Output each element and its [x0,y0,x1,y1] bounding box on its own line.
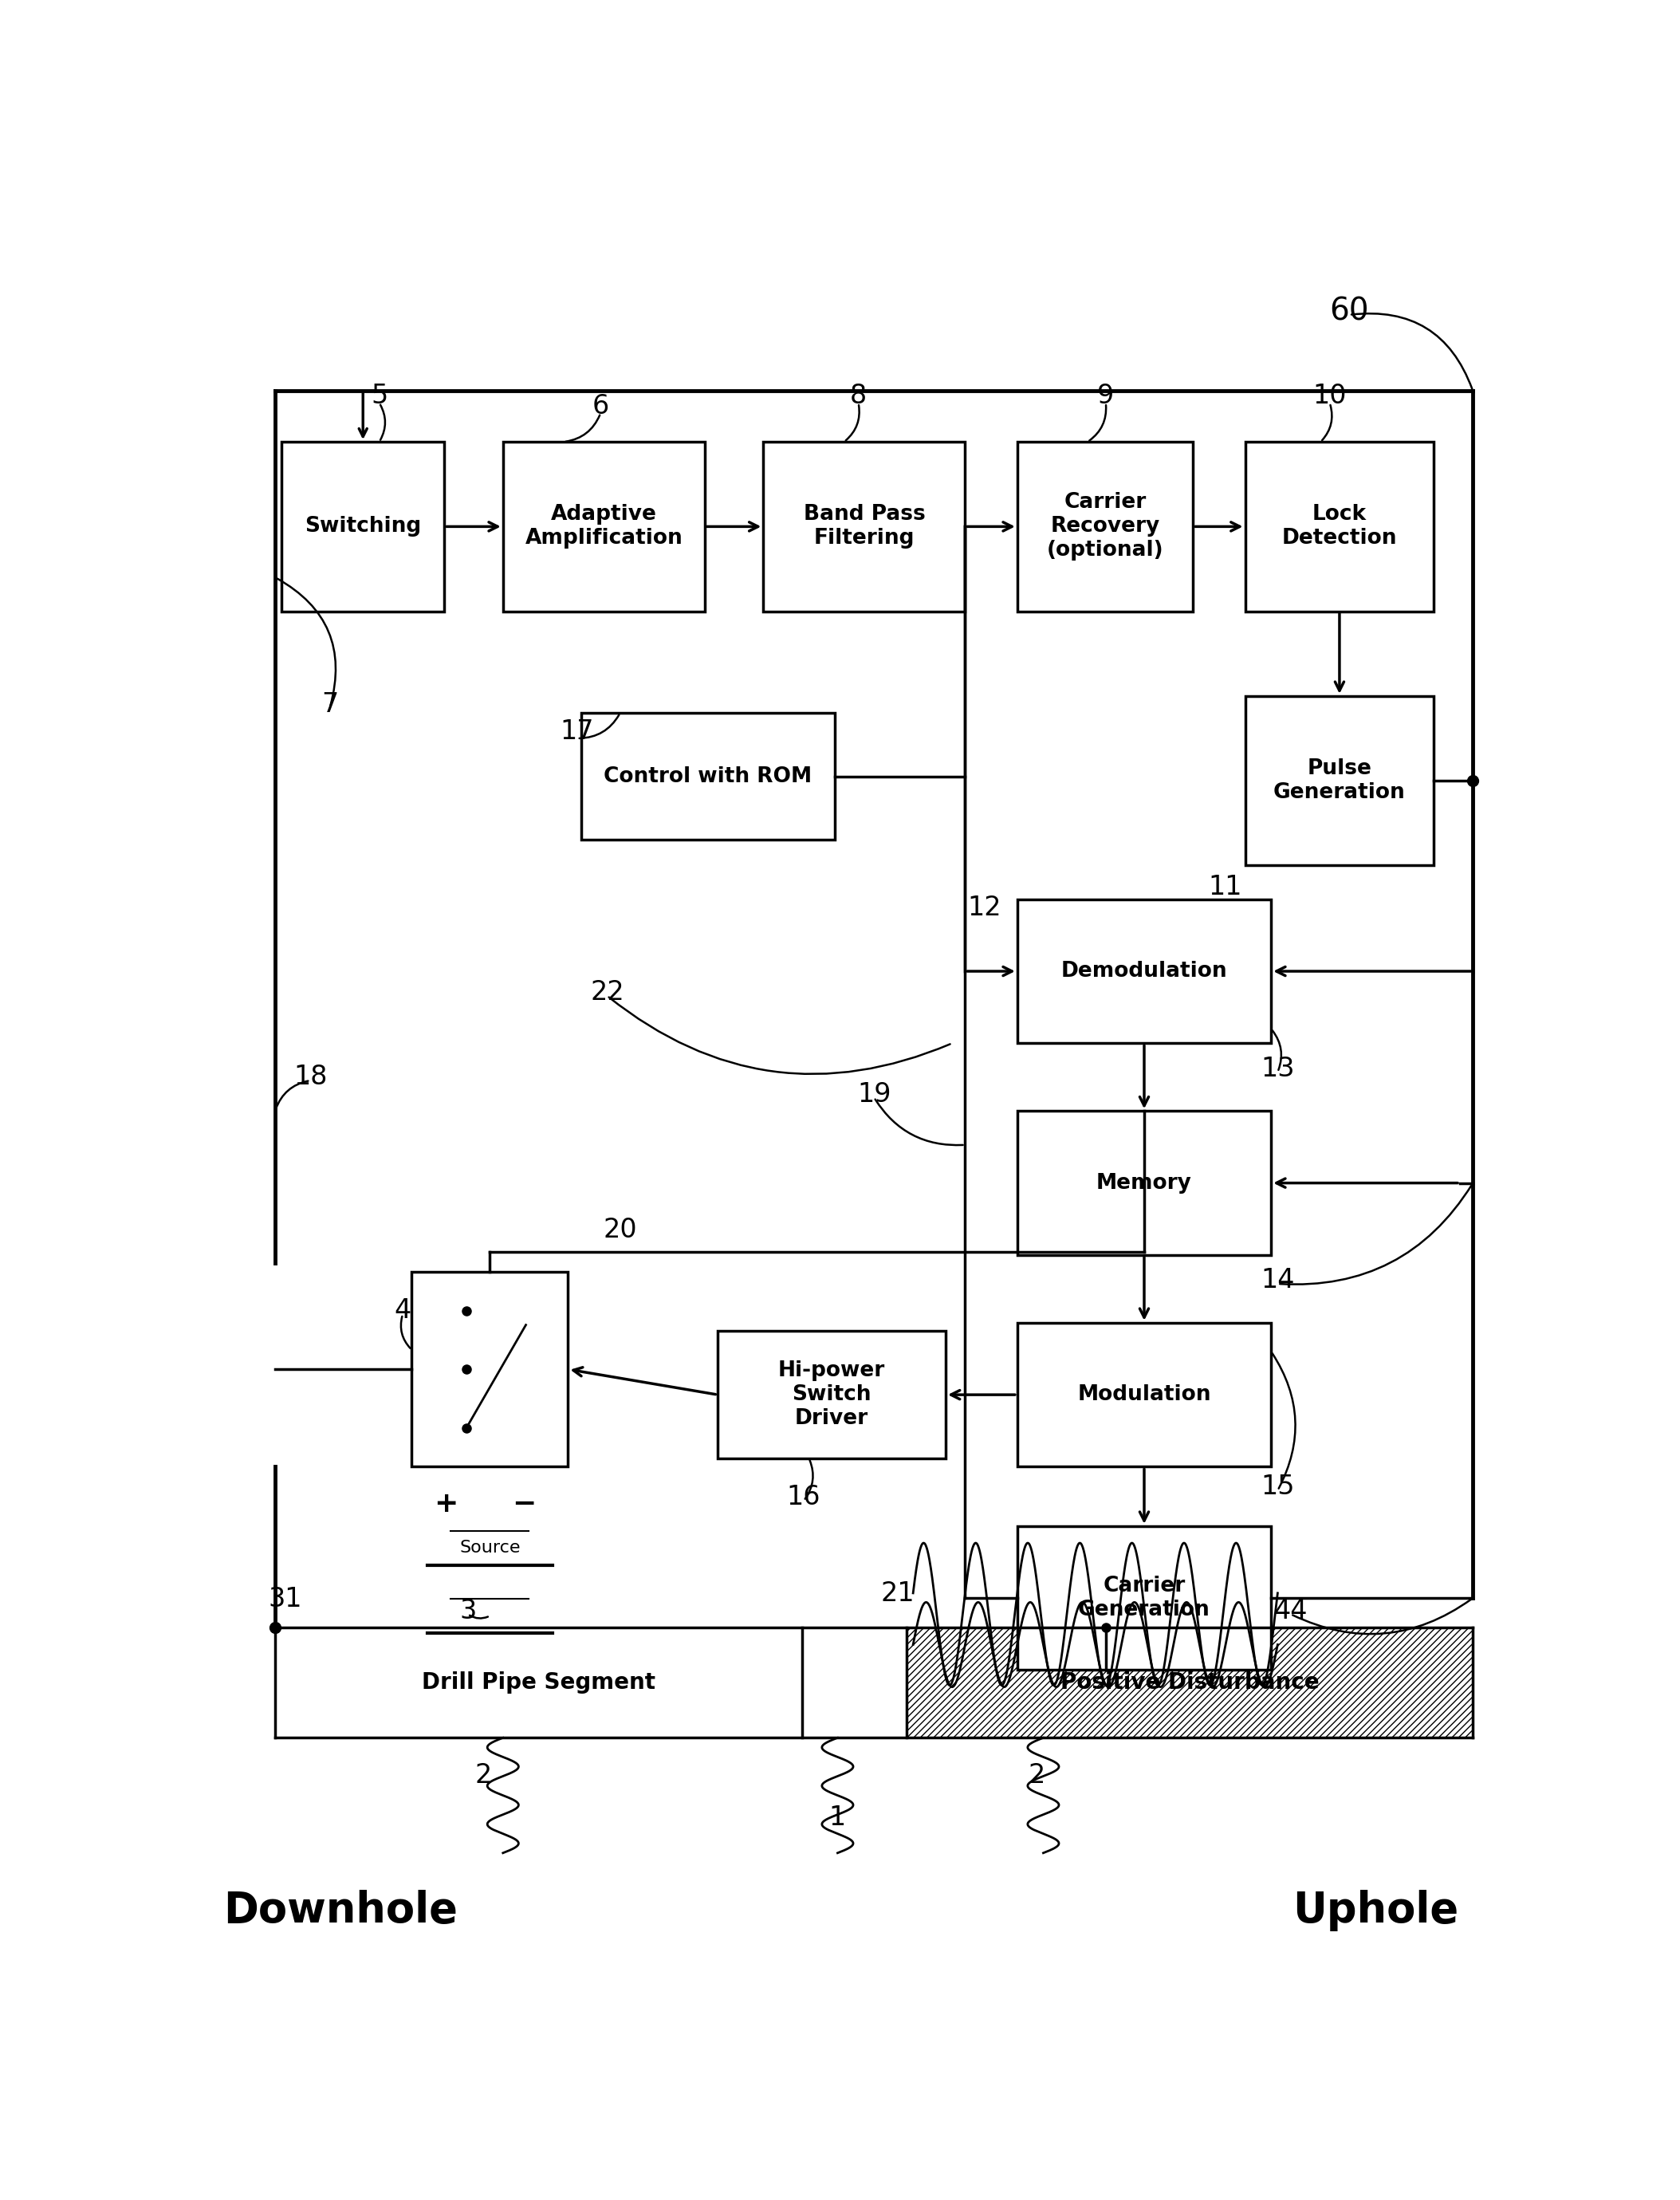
Text: 5: 5 [371,383,388,409]
Text: Adaptive
Amplification: Adaptive Amplification [526,504,682,548]
Text: 17: 17 [559,719,595,746]
Text: 18: 18 [294,1065,328,1091]
Text: 21: 21 [880,1580,914,1606]
Text: 44: 44 [1273,1597,1307,1624]
Text: 20: 20 [603,1217,637,1243]
Text: 10: 10 [1312,383,1347,409]
Text: Band Pass
Filtering: Band Pass Filtering [803,504,926,548]
Text: Memory: Memory [1097,1173,1193,1192]
FancyBboxPatch shape [581,713,835,840]
FancyBboxPatch shape [717,1331,946,1459]
Text: 8: 8 [850,383,867,409]
Text: Carrier
Recovery
(optional): Carrier Recovery (optional) [1047,493,1164,561]
Text: 7: 7 [321,691,338,717]
Text: Uphole: Uphole [1292,1890,1458,1932]
Text: 9: 9 [1097,383,1114,409]
Text: 60: 60 [1329,297,1369,326]
Text: 15: 15 [1260,1474,1295,1500]
FancyBboxPatch shape [907,1628,1473,1738]
FancyBboxPatch shape [502,442,706,612]
FancyBboxPatch shape [1018,442,1193,612]
Text: Source: Source [459,1540,521,1555]
Text: 16: 16 [786,1485,820,1511]
Text: 22: 22 [590,979,625,1005]
Text: 19: 19 [857,1080,890,1107]
Text: Modulation: Modulation [1077,1384,1211,1406]
Text: 14: 14 [1260,1267,1295,1294]
FancyBboxPatch shape [763,442,964,612]
FancyBboxPatch shape [1018,900,1272,1043]
FancyBboxPatch shape [1018,1322,1272,1467]
Text: 2: 2 [475,1762,492,1789]
Text: 3: 3 [459,1597,475,1624]
FancyBboxPatch shape [1245,442,1435,612]
Text: Demodulation: Demodulation [1062,961,1228,981]
Text: 4: 4 [395,1298,412,1324]
FancyBboxPatch shape [1018,1527,1272,1670]
Text: Pulse
Generation: Pulse Generation [1273,759,1406,803]
FancyBboxPatch shape [1018,1111,1272,1254]
Text: 13: 13 [1260,1056,1295,1082]
Text: Downhole: Downhole [223,1890,457,1932]
FancyBboxPatch shape [282,442,444,612]
Text: Carrier
Generation: Carrier Generation [1079,1575,1210,1621]
Text: 31: 31 [269,1586,302,1613]
Text: Hi-power
Switch
Driver: Hi-power Switch Driver [778,1360,885,1430]
Text: Control with ROM: Control with ROM [603,766,811,788]
Text: 2: 2 [1028,1762,1045,1789]
Text: 1: 1 [830,1804,847,1830]
Text: Positive Disturbance: Positive Disturbance [1060,1672,1319,1694]
Text: −: − [512,1489,536,1518]
Text: Lock
Detection: Lock Detection [1282,504,1398,548]
Text: Drill Pipe Segment: Drill Pipe Segment [422,1672,655,1694]
Text: 12: 12 [968,895,1001,922]
Text: 6: 6 [591,394,610,420]
FancyBboxPatch shape [412,1272,568,1467]
Text: +: + [433,1489,459,1518]
FancyBboxPatch shape [1245,695,1435,865]
Text: 11: 11 [1208,873,1243,900]
Text: Switching: Switching [304,517,422,537]
